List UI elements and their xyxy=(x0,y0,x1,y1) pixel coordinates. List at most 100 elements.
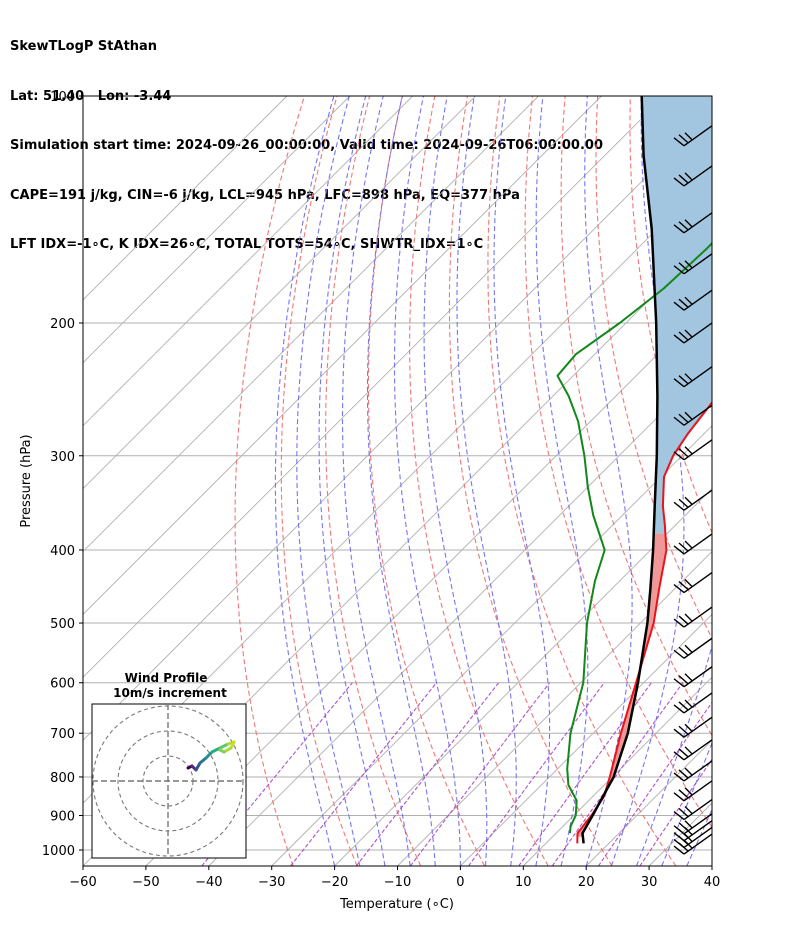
wind-barb xyxy=(673,739,713,761)
wind-barb xyxy=(673,571,713,594)
dry-adiabat xyxy=(234,96,306,866)
hodograph-trace xyxy=(218,748,226,754)
dewpoint-line xyxy=(556,241,712,834)
parcel-line xyxy=(581,96,659,844)
cape-area xyxy=(641,96,712,534)
x-axis-ticks: −60 −50 −40 −30 −20 −10 0 10 20 30 40 xyxy=(69,866,720,890)
wind-barb xyxy=(673,439,713,461)
wind-barb xyxy=(673,253,713,275)
moist-adiabat xyxy=(318,96,386,866)
x-tick-label: −50 xyxy=(132,875,159,890)
y-tick-label: 900 xyxy=(50,810,75,825)
y-tick-label: 800 xyxy=(50,771,75,786)
wind-barb xyxy=(673,289,713,311)
wind-barb xyxy=(673,760,713,782)
index-line: LFT IDX=-1∘C, K IDX=26∘C, TOTAL TOTS=54∘… xyxy=(10,237,484,252)
dry-adiabat xyxy=(629,96,712,535)
hodograph xyxy=(92,704,246,858)
isotherm-line xyxy=(522,676,712,866)
moist-adiabat xyxy=(296,96,361,866)
wind-barb xyxy=(673,820,713,842)
wind-barb xyxy=(673,666,713,688)
dry-adiabat xyxy=(325,96,422,866)
moist-adiabat xyxy=(493,96,551,866)
wind-barb xyxy=(673,533,713,555)
x-tick-label: −40 xyxy=(195,875,222,890)
wind-barb xyxy=(673,692,713,714)
moist-adiabat xyxy=(393,96,461,866)
wind-barb xyxy=(673,125,713,147)
wind-barb xyxy=(673,813,713,835)
x-axis-label: Temperature (∘C) xyxy=(339,897,454,912)
y-axis-ticks: 1000 900 800 700 600 500 400 300 200 100 xyxy=(42,90,83,859)
x-tick-label: −10 xyxy=(384,875,411,890)
wind-barb xyxy=(673,637,713,659)
dry-adiabat xyxy=(280,96,358,866)
profile-lines xyxy=(556,96,712,844)
wind-barb xyxy=(673,826,713,848)
mixing-ratio-line xyxy=(551,682,684,866)
isotherm-line xyxy=(397,550,712,866)
mixing-ratio-line xyxy=(468,682,605,866)
cape-line: CAPE=191 j/kg, CIN=-6 j/kg, LCL=945 hPa,… xyxy=(10,187,520,203)
isotherm-line xyxy=(460,613,712,866)
x-tick-label: 40 xyxy=(704,875,721,890)
isotherm-line xyxy=(145,299,712,866)
isotherm-line xyxy=(83,110,712,741)
y-tick-label: 600 xyxy=(50,677,75,692)
dry-adiabat xyxy=(487,96,677,866)
moist-adiabat xyxy=(274,96,336,866)
mixing-ratio-line xyxy=(409,682,551,866)
isotherm-line xyxy=(271,425,712,866)
moist-adiabat xyxy=(584,96,633,866)
moist-adiabat xyxy=(635,96,712,866)
wind-barb xyxy=(673,606,713,628)
y-tick-label: 700 xyxy=(50,727,75,742)
dry-adiabat xyxy=(728,96,794,866)
dry-adiabat xyxy=(367,96,485,866)
wind-barb xyxy=(673,322,713,344)
chart-header: SkewTLogP StAthan Lat: 51.40 Lon: -3.44 … xyxy=(10,6,603,270)
x-tick-label: 30 xyxy=(641,875,658,890)
x-tick-label: 0 xyxy=(456,875,464,890)
x-tick-label: 20 xyxy=(578,875,595,890)
wind-barb xyxy=(673,716,713,738)
wind-barb xyxy=(673,798,713,821)
y-tick-label: 200 xyxy=(50,317,75,332)
dry-adiabat xyxy=(595,96,712,640)
wind-barb xyxy=(673,366,713,388)
moist-adiabat xyxy=(341,96,411,866)
cin-area xyxy=(577,533,667,837)
dry-adiabat xyxy=(560,96,712,737)
y-tick-label: 1000 xyxy=(42,844,75,859)
wind-barb xyxy=(673,833,713,855)
moist-adiabat xyxy=(456,96,517,866)
y-tick-label: 300 xyxy=(50,450,75,465)
dry-adiabat xyxy=(409,96,549,866)
dry-adiabat xyxy=(761,96,794,866)
grid-layer xyxy=(83,96,794,866)
isotherm-line xyxy=(83,96,539,553)
y-axis-label: Pressure (hPa) xyxy=(19,434,34,527)
mixing-ratio-line xyxy=(639,758,712,866)
mixing-ratio-line xyxy=(355,682,500,866)
y-tick-label: 500 xyxy=(50,617,75,632)
mixing-ratio-line xyxy=(597,701,712,866)
x-tick-label: −20 xyxy=(321,875,348,890)
hodograph-subtitle: 10m/s increment xyxy=(113,686,227,700)
isotherm-line xyxy=(208,362,712,866)
dry-adiabat xyxy=(448,96,613,866)
wind-barb xyxy=(673,165,713,187)
chart-title: SkewTLogP StAthan xyxy=(10,39,158,54)
x-tick-label: −60 xyxy=(69,875,96,890)
wind-barbs xyxy=(673,125,713,855)
isotherm-line xyxy=(83,96,414,427)
dry-adiabat xyxy=(524,96,712,829)
moist-adiabat xyxy=(423,96,488,866)
isotherm-line xyxy=(775,96,794,866)
isotherm-line xyxy=(83,96,602,616)
wind-barb xyxy=(673,404,713,426)
moist-adiabat xyxy=(535,96,589,866)
isotherm-line xyxy=(83,96,351,364)
